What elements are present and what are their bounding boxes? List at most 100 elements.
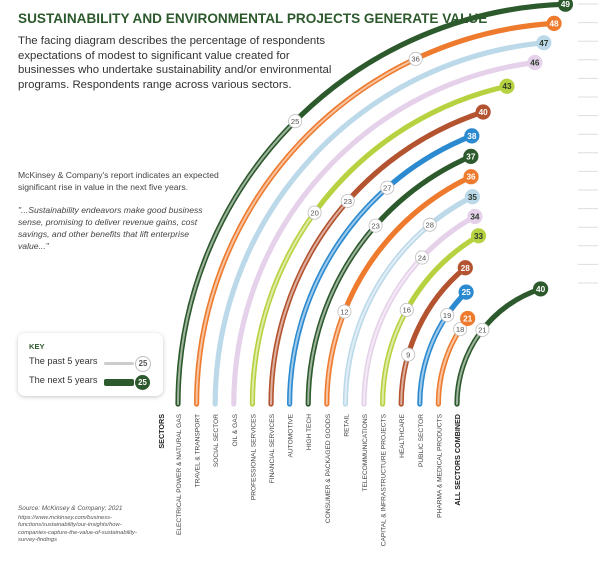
past-label-travel-transport: 36: [411, 55, 419, 64]
past-label-public-sector: 19: [443, 311, 451, 320]
next-badge-telecommunications: [467, 208, 483, 225]
past-badge-all-sectors-combined: [475, 322, 490, 337]
past-badge-pharma-medical-products: [453, 322, 468, 337]
next-badge-pharma-medical-products: [460, 310, 476, 327]
next-label-telecommunications: 34: [470, 212, 480, 221]
past-arc-telecommunications: [363, 256, 423, 405]
report-text: McKinsey & Company's report indicates an…: [18, 170, 219, 192]
source-url: https://www.mckinsey.com/business-functi…: [18, 515, 137, 544]
past-badge-high-tech: [368, 218, 383, 233]
legend-title: KEY: [29, 342, 45, 351]
past-badge-telecommunications: [415, 250, 430, 265]
past-label-consumer-packaged-goods: 12: [340, 307, 348, 316]
past-arc-professional-services: [251, 211, 316, 405]
next-arc-all-sectors-combined: [454, 286, 544, 407]
sector-label-consumer-packaged-goods: CONSUMER & PACKAGED GOODS: [325, 413, 332, 523]
past-badge-professional-services: [307, 205, 322, 220]
next-badge-oil-gas: [527, 54, 543, 71]
past-arc-pharma-medical-products: [437, 328, 462, 405]
next-badge-capital-infrastructure-projects: [470, 228, 487, 244]
legend-next-badge: 25: [135, 375, 150, 390]
past-label-retail: 28: [426, 221, 434, 230]
next-label-automotive: 38: [467, 132, 477, 141]
sector-label-automotive: AUTOMOTIVE: [288, 413, 295, 457]
past-arc-consumer-packaged-goods: [325, 310, 346, 405]
past-label-healthcare: 9: [406, 350, 410, 359]
sector-label-retail: RETAIL: [343, 414, 350, 437]
past-badge-healthcare: [401, 347, 416, 362]
past-arc-automotive: [288, 186, 389, 405]
past-badge-financial-services: [340, 193, 355, 208]
sector-label-social-sector: SOCIAL SECTOR: [213, 414, 220, 467]
next-badge-professional-services: [499, 78, 515, 94]
sector-label-oil-gas: OIL & GAS: [232, 413, 239, 446]
past-badge-retail: [422, 217, 437, 232]
past-label-pharma-medical-products: 18: [456, 325, 464, 334]
next-label-retail: 35: [468, 193, 478, 202]
next-label-pharma-medical-products: 21: [463, 314, 473, 323]
next-label-financial-services: 40: [479, 108, 489, 117]
next-badge-social-sector: [536, 35, 552, 51]
past-arc-financial-services: [270, 199, 349, 405]
past-label-all-sectors-combined: 21: [478, 326, 486, 335]
past-label-telecommunications: 24: [418, 253, 426, 262]
next-badge-automotive: [464, 128, 480, 144]
sector-label-financial-services: FINANCIAL SERVICES: [269, 413, 276, 483]
past-label-electrical-power-natural-gas: 25: [291, 117, 299, 126]
legend-past-label: The past 5 years: [29, 356, 98, 366]
past-badge-consumer-packaged-goods: [337, 304, 352, 319]
past-badge-automotive: [380, 180, 395, 195]
past-badge-public-sector: [440, 308, 455, 323]
past-label-high-tech: 23: [371, 221, 379, 230]
next-label-all-sectors-combined: 40: [536, 285, 546, 294]
next-badge-financial-services: [475, 104, 491, 120]
next-label-capital-infrastructure-projects: 33: [474, 232, 484, 241]
next-label-high-tech: 37: [466, 152, 476, 161]
sector-label-telecommunications: TELECOMMUNICATIONS: [362, 413, 369, 491]
legend-past-swatch: [104, 362, 134, 365]
next-label-travel-transport: 48: [549, 19, 559, 28]
next-label-public-sector: 25: [462, 288, 472, 297]
sector-label-pharma-medical-products: PHARMA & MEDICAL PRODUCTS: [436, 413, 443, 517]
next-arc-oil-gas: [231, 59, 538, 407]
past-label-capital-infrastructure-projects: 16: [403, 306, 411, 315]
legend-next-label: The next 5 years: [29, 375, 98, 385]
intro-text: The facing diagram describes the percent…: [18, 35, 332, 91]
next-badge-consumer-packaged-goods: [463, 169, 479, 185]
axis-title-sectors: SECTORS: [157, 414, 166, 449]
past-label-automotive: 27: [383, 183, 391, 192]
page-title: SUSTAINABILITY AND ENVIRONMENTAL PROJECT…: [18, 11, 488, 26]
past-arc-high-tech: [307, 224, 377, 405]
past-label-financial-services: 23: [343, 197, 351, 206]
next-label-electrical-power-natural-gas: 49: [561, 0, 571, 9]
sector-label-public-sector: PUBLIC SECTOR: [418, 414, 425, 467]
legend-next-swatch: [104, 379, 134, 386]
next-label-healthcare: 28: [461, 264, 471, 273]
legend-key: KEY The past 5 years 25 The next 5 years…: [18, 333, 163, 396]
past-arc-capital-infrastructure-projects: [381, 308, 408, 405]
quote-text: "...Sustainability endeavors make good b…: [18, 205, 203, 251]
past-arc-travel-transport: [195, 57, 417, 405]
sector-label-high-tech: HIGH TECH: [306, 414, 313, 450]
next-label-social-sector: 47: [539, 39, 549, 48]
sector-label-professional-services: PROFESSIONAL SERVICES: [250, 413, 257, 500]
past-badge-capital-infrastructure-projects: [399, 302, 414, 317]
past-arc-electrical-power-natural-gas: [177, 120, 297, 405]
next-label-consumer-packaged-goods: 36: [466, 173, 476, 182]
sector-label-healthcare: HEALTHCARE: [399, 413, 406, 457]
past-badge-travel-transport: [408, 51, 423, 66]
sector-label-travel-transport: TRAVEL & TRANSPORT: [195, 414, 202, 487]
past-arc-public-sector: [418, 314, 449, 405]
next-badge-healthcare: [457, 260, 473, 276]
past-arc-all-sectors-combined: [456, 328, 484, 405]
next-badge-retail: [464, 189, 481, 205]
source-text: Source: McKinsey & Company; 2021: [18, 505, 123, 512]
past-label-professional-services: 20: [310, 208, 318, 217]
past-badge-electrical-power-natural-gas: [288, 114, 303, 129]
sector-label-capital-infrastructure-projects: CAPITAL & INFRASTRUCTURE PROJECTS: [381, 413, 388, 546]
next-badge-travel-transport: [546, 15, 562, 31]
next-badge-high-tech: [463, 148, 479, 164]
sector-label-electrical-power-natural-gas: ELECTRICAL POWER & NATURAL GAS: [176, 413, 183, 535]
next-badge-electrical-power-natural-gas: [557, 0, 574, 12]
